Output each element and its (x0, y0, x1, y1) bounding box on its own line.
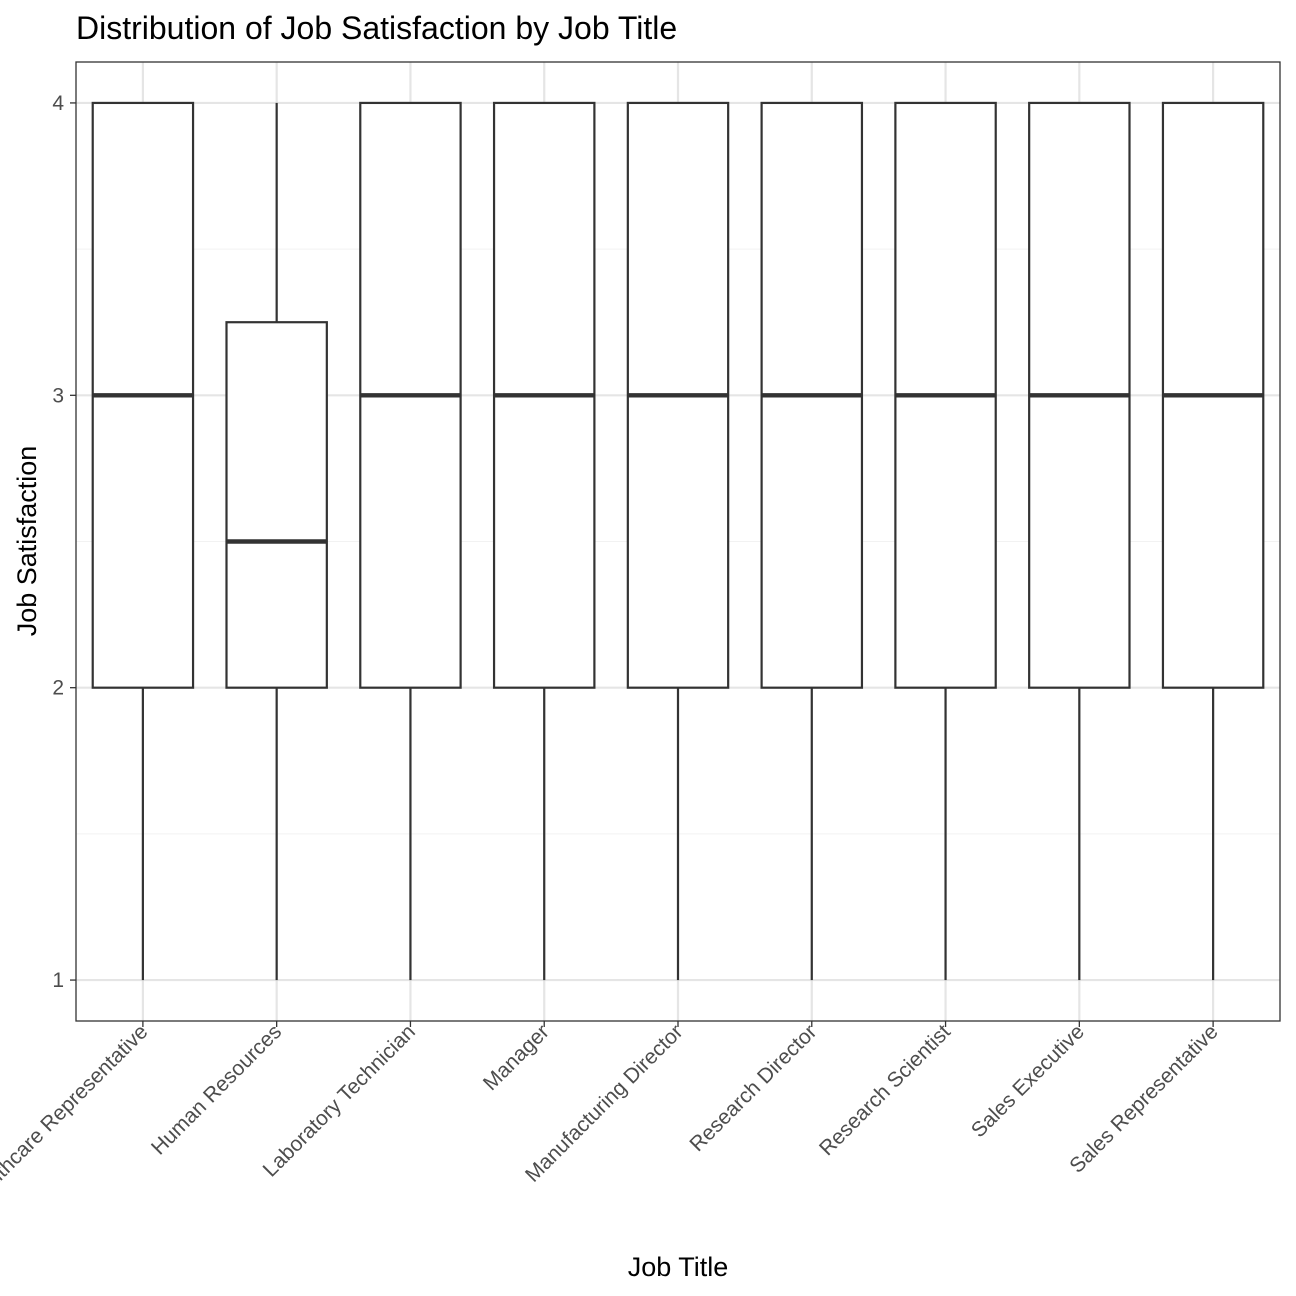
x-tick-label: Manufacturing Director (521, 1020, 687, 1186)
x-tick-label: Healthcare Representative (0, 1020, 152, 1212)
y-tick-label: 2 (52, 677, 64, 700)
chart-title: Distribution of Job Satisfaction by Job … (76, 10, 677, 46)
x-tick-label: Research Director (685, 1020, 821, 1156)
box-group (1161, 101, 1265, 981)
x-tick-label: Sales Executive (967, 1020, 1089, 1142)
x-axis-title: Job Title (628, 1252, 729, 1282)
panel-border (75, 61, 1281, 1022)
box-group (225, 102, 328, 981)
box-group (492, 101, 596, 981)
box-group (1028, 101, 1131, 981)
box-group (626, 101, 730, 981)
boxes-layer (91, 101, 1265, 981)
x-tick-label: Human Resources (147, 1020, 286, 1159)
iqr-box (225, 321, 328, 689)
y-tick-label: 1 (52, 969, 64, 992)
box-group (760, 101, 864, 981)
box-group (894, 101, 997, 981)
y-axis-ticks: 1 2 3 4 (52, 92, 76, 992)
y-tick-label: 3 (52, 384, 64, 407)
box-group (91, 101, 195, 981)
x-tick-label: Sales Representative (1065, 1020, 1222, 1177)
box-group (359, 101, 462, 981)
y-axis-title: Job Satisfaction (12, 446, 42, 637)
x-tick-label: Manager (479, 1020, 554, 1095)
y-tick-label: 4 (52, 92, 64, 115)
x-tick-label: Research Scientist (815, 1020, 955, 1160)
x-tick-label: Laboratory Technician (259, 1020, 420, 1181)
